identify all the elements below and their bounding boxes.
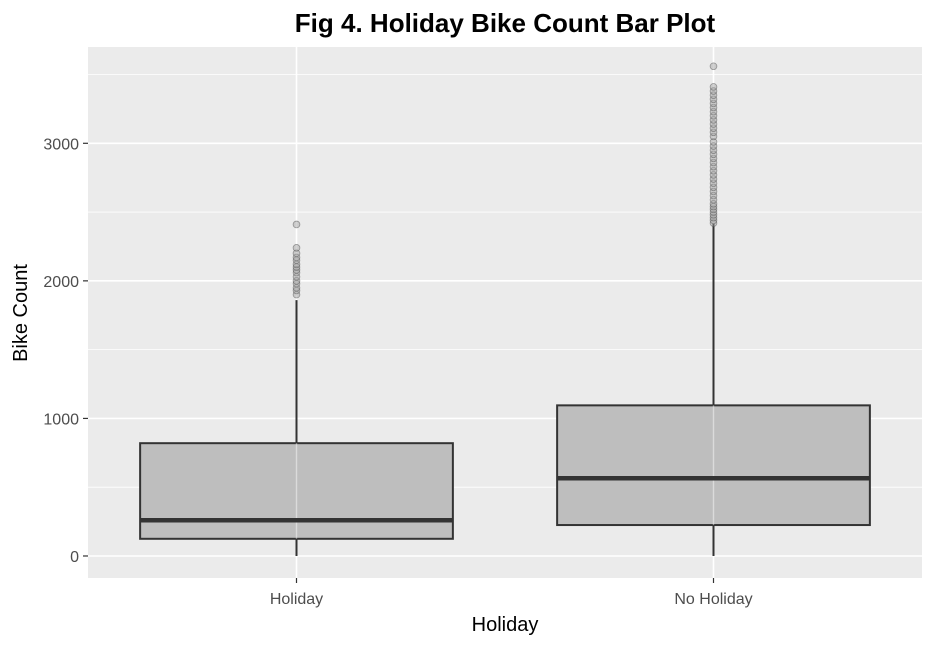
chart-title: Fig 4. Holiday Bike Count Bar Plot [295, 8, 716, 38]
outlier-point [709, 99, 718, 108]
outlier-point [709, 146, 718, 154]
outlier-point [292, 268, 301, 277]
outlier-point [709, 191, 718, 200]
outlier-point [292, 277, 301, 285]
x-axis: Holiday No Holiday [270, 578, 753, 608]
outlier-point [709, 103, 718, 112]
outlier-point [292, 220, 301, 229]
iqr-box [556, 404, 871, 527]
x-tick-label: No Holiday [674, 591, 752, 608]
y-axis: 0 1000 2000 3000 [43, 136, 88, 566]
outlier-point [709, 138, 718, 146]
outlier-point [709, 91, 718, 99]
outlier-point [709, 213, 718, 222]
outlier-point [709, 95, 718, 104]
x-axis-title: Holiday [472, 614, 539, 636]
x-tick-label: Holiday [270, 591, 323, 608]
iqr-box [139, 442, 454, 540]
outlier-point [709, 200, 718, 208]
outlier-point [292, 244, 301, 252]
outlier-point [709, 175, 718, 183]
outlier-point [292, 253, 301, 262]
outlier-point [709, 205, 718, 214]
y-tick-label: 3000 [43, 136, 79, 153]
box-holiday [139, 220, 454, 556]
y-tick-label: 2000 [43, 274, 79, 291]
outlier-point [709, 167, 718, 175]
outlier-point [709, 219, 718, 227]
y-tick-label: 1000 [43, 411, 79, 428]
outlier-point [709, 154, 718, 163]
outlier-point [709, 107, 718, 116]
outlier-point [709, 142, 718, 150]
outlier-point [709, 158, 718, 167]
outlier-point [292, 249, 301, 258]
outlier-point [709, 111, 718, 120]
outlier-point [709, 183, 718, 192]
outlier-point [709, 208, 718, 216]
outlier-point [709, 171, 718, 179]
outlier-point [709, 179, 718, 187]
outlier-point [709, 83, 718, 91]
outlier-point [709, 150, 718, 159]
box-no-holiday [556, 62, 871, 556]
outlier-point [709, 187, 718, 196]
outlier-point [709, 216, 718, 225]
outlier-point [709, 162, 718, 171]
outlier-point [709, 120, 718, 128]
y-axis-title: Bike Count [10, 264, 32, 362]
outlier-point [709, 195, 718, 204]
outlier-point [709, 87, 718, 95]
outlier-point [709, 132, 718, 141]
outlier-point [709, 124, 718, 132]
outlier-point [709, 211, 718, 219]
boxes [139, 62, 871, 556]
outlier-point [709, 128, 718, 137]
y-tick-label: 0 [70, 549, 79, 566]
outlier-point [709, 62, 718, 71]
outlier-point [709, 116, 718, 124]
outlier-point [292, 266, 301, 274]
